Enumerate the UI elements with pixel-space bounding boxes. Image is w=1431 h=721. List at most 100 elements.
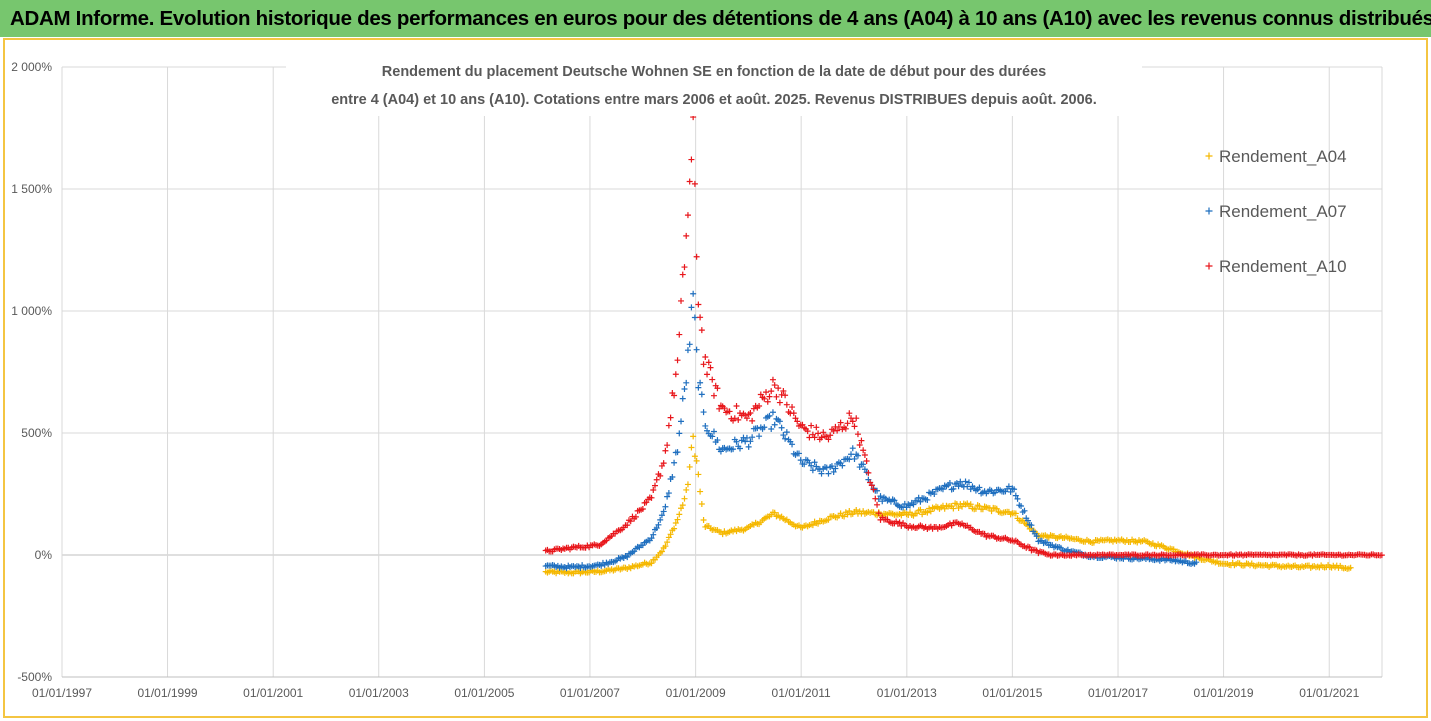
data-point: [917, 506, 924, 513]
data-point: [825, 470, 832, 477]
data-point: [747, 410, 754, 417]
data-point: [693, 457, 700, 464]
data-point: [676, 331, 683, 338]
x-tick-label: 01/01/1997: [32, 686, 92, 700]
data-point: [667, 531, 674, 538]
data-point: [924, 496, 931, 503]
data-point: [761, 395, 768, 402]
data-point: [1033, 533, 1040, 540]
data-point: [939, 486, 946, 493]
data-point: [849, 445, 856, 452]
data-point: [962, 478, 969, 485]
data-point: [691, 180, 698, 187]
data-point: [1024, 517, 1031, 524]
data-point: [813, 424, 820, 431]
data-point: [648, 535, 655, 542]
series-rendement_a07: [542, 290, 1200, 572]
data-point: [815, 520, 822, 527]
data-point: [632, 513, 639, 520]
data-point: [667, 414, 674, 421]
data-point: [804, 428, 811, 435]
data-point: [683, 379, 690, 386]
data-point: [665, 490, 672, 497]
data-point: [690, 290, 697, 297]
data-point: [669, 474, 676, 481]
data-point: [854, 452, 861, 459]
data-point: [679, 502, 686, 509]
data-point: [771, 382, 778, 389]
data-point: [672, 519, 679, 526]
y-tick-label: 500%: [21, 426, 52, 440]
data-point: [806, 434, 813, 441]
data-point: [700, 361, 707, 368]
data-point: [678, 505, 685, 512]
data-point: [688, 304, 695, 311]
data-point: [1347, 564, 1354, 571]
legend: Rendement_A04 Rendement_A07 Rendement_A10: [1205, 147, 1347, 276]
data-point: [797, 457, 804, 464]
data-point: [681, 264, 688, 271]
data-point: [735, 416, 742, 423]
data-point: [782, 435, 789, 442]
legend-marker-rendement_a07: [1205, 207, 1213, 215]
data-point: [683, 486, 690, 493]
data-point: [743, 434, 750, 441]
data-point: [697, 314, 704, 321]
y-tick-label: 1 000%: [11, 304, 52, 318]
data-point: [730, 446, 737, 453]
data-point: [858, 437, 865, 444]
data-point: [658, 548, 665, 555]
data-point: [662, 543, 669, 550]
data-point: [1007, 488, 1014, 495]
data-point: [924, 509, 931, 516]
data-point: [690, 433, 697, 440]
data-point: [714, 437, 721, 444]
data-point: [851, 423, 858, 430]
data-point: [811, 434, 818, 441]
data-point: [660, 460, 667, 467]
data-point: [848, 415, 855, 422]
data-point: [846, 410, 853, 417]
data-point: [672, 371, 679, 378]
data-point: [742, 438, 749, 445]
data-point: [783, 401, 790, 408]
data-point: [865, 469, 872, 476]
data-point: [664, 539, 671, 546]
data-point: [733, 438, 740, 445]
data-point: [702, 353, 709, 360]
data-point: [693, 346, 700, 353]
data-point: [766, 412, 773, 419]
chart-title: Rendement du placement Deutsche Wohnen S…: [286, 54, 1142, 116]
data-point: [835, 423, 842, 430]
data-point: [681, 386, 688, 393]
data-point: [854, 431, 861, 438]
data-point: [624, 522, 631, 529]
data-point: [913, 497, 920, 504]
data-point: [860, 461, 867, 468]
x-tick-label: 01/01/2015: [982, 686, 1042, 700]
data-point: [691, 453, 698, 460]
data-point: [801, 461, 808, 468]
data-point: [955, 505, 962, 512]
data-point: [662, 447, 669, 454]
data-point: [841, 513, 848, 520]
data-point: [717, 448, 724, 455]
data-point: [856, 442, 863, 449]
data-point: [651, 482, 658, 489]
data-point: [761, 424, 768, 431]
data-point: [749, 417, 756, 424]
data-point: [988, 508, 995, 515]
data-point: [679, 395, 686, 402]
data-point: [769, 376, 776, 383]
data-point: [698, 500, 705, 507]
chart-title-line-1: Rendement du placement Deutsche Wohnen S…: [382, 64, 1046, 80]
data-point: [768, 425, 775, 432]
data-point: [660, 508, 667, 515]
data-point: [1014, 495, 1021, 502]
data-point: [799, 421, 806, 428]
data-point: [953, 480, 960, 487]
data-point: [853, 415, 860, 422]
data-point: [913, 510, 920, 517]
data-point: [749, 434, 756, 441]
data-point: [773, 393, 780, 400]
